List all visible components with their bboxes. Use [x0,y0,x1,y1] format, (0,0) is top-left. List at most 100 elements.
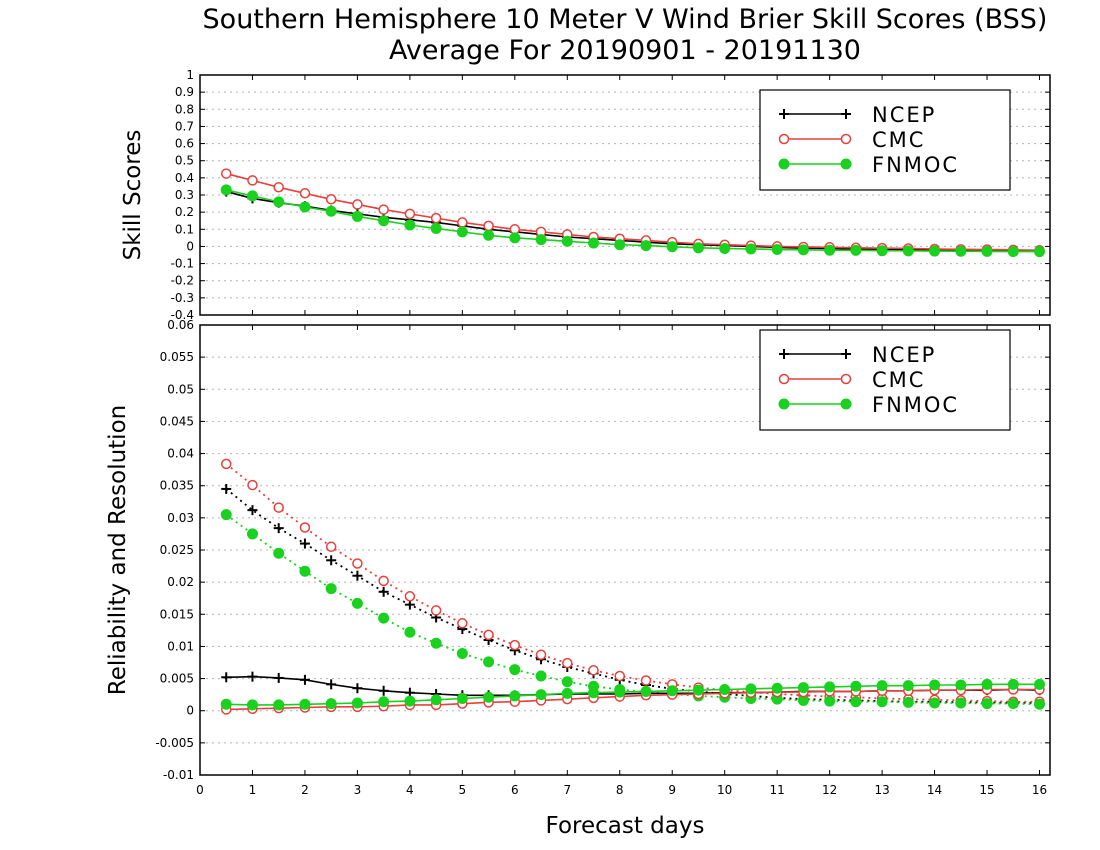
data-point [561,687,573,699]
data-point [220,184,232,196]
data-point [273,699,285,711]
legend-marker [779,349,789,359]
data-point [614,670,626,682]
series-cmc-dotted [220,458,1045,707]
legend-item-cmc: CMC [778,128,923,152]
data-point [929,697,941,709]
x-tick-label: 5 [459,783,467,797]
data-point [588,237,600,249]
x-tick-label: 4 [406,783,414,797]
data-point [246,699,258,711]
data-point [273,547,285,559]
x-tick-label: 0 [196,783,204,797]
legend-item-cmc: CMC [778,368,925,392]
data-point [955,679,967,691]
y-tick-label: 0.5 [175,154,194,168]
legend-marker [841,349,851,359]
data-point [325,583,337,595]
data-point [535,689,547,701]
legend-marker [840,398,852,410]
y-tick-label: 0.6 [175,137,194,151]
y-tick-label: 0.005 [160,672,194,686]
data-point [457,618,468,629]
data-point [483,656,495,668]
legend-marker [841,109,851,119]
y-tick-label: 0.025 [160,543,194,557]
x-tick-label: 3 [354,783,362,797]
data-point [614,239,626,251]
data-point [352,199,363,210]
data-point [876,680,888,692]
data-point [430,605,442,616]
data-point [483,629,494,641]
data-point [246,528,258,540]
data-point [535,234,547,246]
legend-label: FNMOC [872,393,959,417]
legend-label: NCEP [872,343,936,367]
data-point [666,685,678,697]
data-point [326,555,337,566]
y-tick-label: 0.04 [167,447,194,461]
y-tick-label: -0.005 [155,736,194,750]
data-point [509,690,521,702]
data-point [247,175,258,186]
data-point [640,685,652,697]
chart-title: Southern Hemisphere 10 Meter V Wind Brie… [203,4,1048,35]
data-point [981,698,993,710]
data-point [220,509,232,521]
data-point [955,245,967,257]
data-point [562,657,573,669]
data-point [299,674,310,685]
data-point [246,190,258,202]
data-point [220,458,232,470]
data-point [745,243,757,255]
y-tick-label: 0.055 [160,350,194,364]
data-point [456,648,468,659]
data-point [404,219,416,231]
data-point [483,691,495,703]
legend-label: CMC [872,368,925,392]
data-point [430,222,442,234]
data-point [824,681,836,693]
data-point [430,694,442,706]
data-point [561,235,573,247]
legend-marker [778,373,790,385]
data-point [273,523,284,534]
y-tick-label: 0.8 [175,102,194,116]
legend-box [759,89,1011,191]
data-point [404,626,416,638]
data-point [221,483,232,494]
data-point [929,679,941,691]
y-tick-label: 1 [186,68,194,82]
data-point [326,679,337,690]
y-tick-label: 0.045 [160,414,194,428]
y-tick-label: 0.03 [167,511,194,525]
data-point [325,205,337,217]
data-point [378,685,389,696]
data-point [378,586,389,597]
data-point [771,682,783,694]
data-point [640,675,652,686]
data-point [588,664,599,676]
data-point [850,680,862,692]
data-point [325,698,337,710]
data-point [273,502,284,513]
data-point [299,188,311,199]
legend-marker [840,158,852,170]
data-point [404,591,416,602]
y-tick-label: 0.01 [167,639,194,653]
x-tick-label: 14 [927,783,942,797]
series-fnmoc-dotted [220,509,1046,710]
y-tick-label: 0.4 [175,171,194,185]
data-point [535,649,547,661]
data-point [352,683,363,694]
data-point [273,196,285,208]
data-point [457,217,468,228]
data-point [299,538,310,549]
data-point [299,698,311,710]
data-point [220,698,232,710]
data-point [378,575,389,587]
data-point [692,242,704,254]
skill-scores-panel: -0.4 -0.3 -0.2 -0.1 0 0.1 0.2 0.3 0.4 0.5 0.6 0.7 0.… [120,68,1051,322]
